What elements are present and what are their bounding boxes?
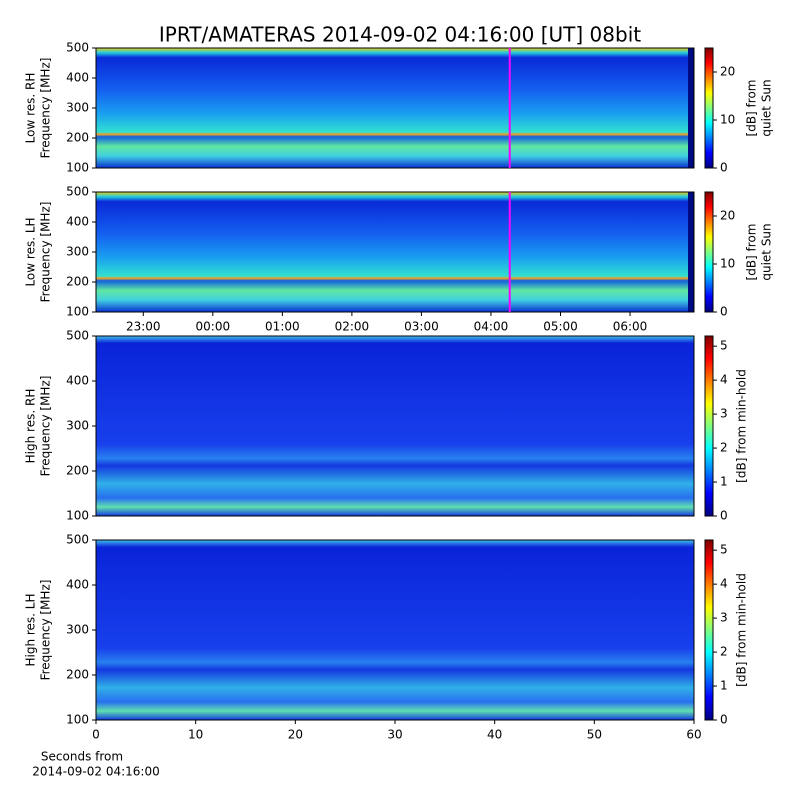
y-tick-label: 300 bbox=[66, 623, 89, 637]
colorbar bbox=[704, 539, 714, 721]
y-axis-label: Frequency [MHz] bbox=[39, 58, 53, 159]
figure-title: IPRT/AMATERAS 2014-09-02 04:16:00 [UT] 0… bbox=[159, 23, 641, 47]
y-axis-label: High res. RH bbox=[24, 389, 38, 464]
spectrogram bbox=[96, 48, 694, 168]
y-axis-label: Low res. RH bbox=[24, 73, 38, 144]
y-tick-label: 400 bbox=[66, 374, 89, 388]
y-axis-label: Frequency [MHz] bbox=[39, 202, 53, 303]
x-tick-label: 23:00 bbox=[126, 320, 161, 334]
x-tick-label: 40 bbox=[487, 728, 502, 742]
x-tick-label: 01:00 bbox=[265, 320, 300, 334]
y-tick-label: 500 bbox=[66, 329, 89, 343]
spectrogram bbox=[96, 192, 694, 312]
x-tick-label: 06:00 bbox=[613, 320, 648, 334]
y-tick-label: 200 bbox=[66, 275, 89, 289]
y-axis-label: Frequency [MHz] bbox=[39, 580, 53, 681]
x-tick-label: 20 bbox=[288, 728, 303, 742]
colorbar-tick-label: 5 bbox=[720, 339, 728, 353]
colorbar-tick-label: 0 bbox=[720, 509, 728, 523]
x-tick-label: 30 bbox=[387, 728, 402, 742]
no-data-strip bbox=[688, 192, 694, 312]
x-tick-label: 03:00 bbox=[404, 320, 439, 334]
y-tick-label: 200 bbox=[66, 668, 89, 682]
colorbar-tick-label: 0 bbox=[720, 161, 728, 175]
colorbar-tick-label: 10 bbox=[720, 113, 735, 127]
x-axis-label: 2014-09-02 04:16:00 bbox=[32, 765, 159, 779]
colorbar-tick-label: 20 bbox=[720, 65, 735, 79]
colorbar-tick-label: 0 bbox=[720, 713, 728, 727]
colorbar-tick-label: 3 bbox=[720, 407, 728, 421]
y-tick-label: 100 bbox=[66, 161, 89, 175]
colorbar-tick-label: 10 bbox=[720, 257, 735, 271]
colorbar-label: [dB] from min-hold bbox=[735, 573, 749, 687]
spectrogram bbox=[96, 336, 694, 516]
colorbar-tick-label: 2 bbox=[720, 441, 728, 455]
y-tick-label: 100 bbox=[66, 305, 89, 319]
colorbar-label: quiet Sun bbox=[760, 223, 774, 280]
colorbar-label: [dB] from bbox=[745, 80, 759, 137]
y-tick-label: 300 bbox=[66, 245, 89, 259]
colorbar-label: [dB] from bbox=[745, 224, 759, 281]
x-tick-label: 04:00 bbox=[474, 320, 509, 334]
x-tick-label: 0 bbox=[92, 728, 100, 742]
colorbar-tick-label: 20 bbox=[720, 209, 735, 223]
colorbar-tick-label: 1 bbox=[720, 475, 728, 489]
colorbar-label: [dB] from min-hold bbox=[735, 369, 749, 483]
colorbar-tick-label: 1 bbox=[720, 679, 728, 693]
colorbar-tick-label: 2 bbox=[720, 645, 728, 659]
x-tick-label: 50 bbox=[587, 728, 602, 742]
y-tick-label: 500 bbox=[66, 41, 89, 55]
y-tick-label: 300 bbox=[66, 419, 89, 433]
y-tick-label: 500 bbox=[66, 533, 89, 547]
x-tick-label: 05:00 bbox=[543, 320, 578, 334]
colorbar-label: quiet Sun bbox=[760, 79, 774, 136]
y-tick-label: 100 bbox=[66, 713, 89, 727]
colorbar bbox=[704, 191, 714, 313]
no-data-strip bbox=[688, 48, 694, 168]
colorbar-tick-label: 0 bbox=[720, 305, 728, 319]
y-axis-label: Low res. LH bbox=[24, 217, 38, 286]
y-axis-label: High res. LH bbox=[24, 593, 38, 666]
x-tick-label: 10 bbox=[188, 728, 203, 742]
colorbar-tick-label: 5 bbox=[720, 543, 728, 557]
y-tick-label: 400 bbox=[66, 71, 89, 85]
y-axis-label: Frequency [MHz] bbox=[39, 376, 53, 477]
y-tick-label: 500 bbox=[66, 185, 89, 199]
x-tick-label: 02:00 bbox=[335, 320, 370, 334]
spectrogram bbox=[96, 540, 694, 720]
y-tick-label: 400 bbox=[66, 215, 89, 229]
y-tick-label: 200 bbox=[66, 131, 89, 145]
y-tick-label: 300 bbox=[66, 101, 89, 115]
colorbar-tick-label: 3 bbox=[720, 611, 728, 625]
x-tick-label: 00:00 bbox=[196, 320, 231, 334]
colorbar-tick-label: 4 bbox=[720, 373, 728, 387]
colorbar-tick-label: 4 bbox=[720, 577, 728, 591]
colorbar bbox=[704, 47, 714, 169]
x-tick-label: 60 bbox=[686, 728, 701, 742]
y-tick-label: 100 bbox=[66, 509, 89, 523]
colorbar bbox=[704, 335, 714, 517]
x-axis-label: Seconds from bbox=[41, 750, 123, 764]
y-tick-label: 400 bbox=[66, 578, 89, 592]
y-tick-label: 200 bbox=[66, 464, 89, 478]
